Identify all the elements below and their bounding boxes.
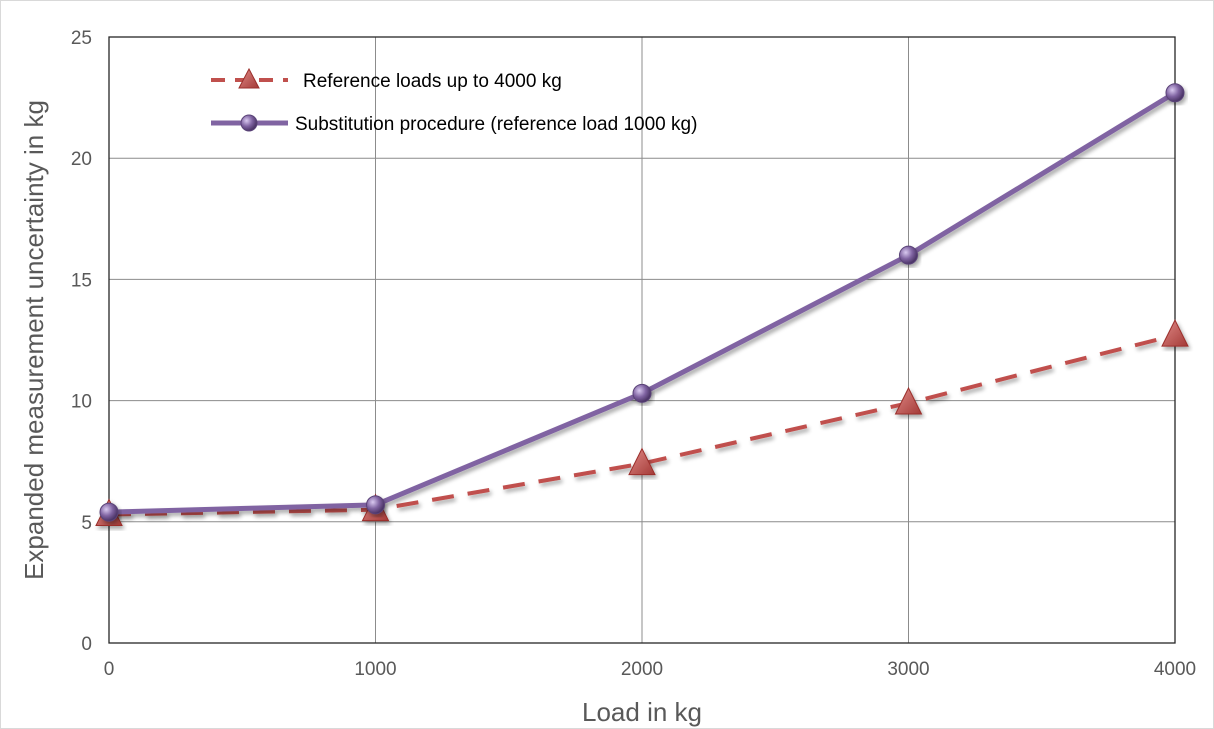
x-axis-ticks: 0 1000 2000 3000 4000 [104, 659, 1196, 680]
data-point-reference-loads [1161, 319, 1189, 347]
data-point-reference-loads [628, 447, 656, 476]
legend-marker-circle-icon [240, 114, 258, 132]
y-axis-title: Expanded measurement uncertainty in kg [19, 100, 49, 580]
legend-marker-triangle-icon [238, 67, 260, 89]
data-point-substitution-procedure [366, 495, 385, 515]
data-point-substitution-procedure [99, 502, 119, 522]
y-tick-label: 10 [71, 392, 92, 413]
series-substitution-procedure [99, 83, 1185, 522]
x-axis-title: Load in kg [582, 697, 702, 727]
y-tick-label: 15 [71, 270, 92, 291]
x-tick-label: 2000 [621, 659, 663, 680]
legend-label-substitution-procedure: Substitution procedure (reference load 1… [295, 114, 697, 135]
legend-item-substitution-procedure: Substitution procedure (reference load 1… [211, 114, 697, 135]
data-point-substitution-procedure [899, 245, 918, 265]
y-tick-label: 20 [71, 149, 92, 170]
x-tick-label: 0 [104, 659, 115, 680]
series-line-reference-loads [108, 333, 1176, 517]
legend-item-reference-loads: Reference loads up to 4000 kg [211, 67, 562, 92]
legend: Reference loads up to 4000 kg Substituti… [211, 67, 697, 135]
y-tick-label: 0 [81, 634, 92, 655]
y-tick-label: 25 [71, 28, 92, 49]
data-point-substitution-procedure [1165, 83, 1185, 103]
data-point-substitution-procedure [632, 383, 652, 403]
gridlines [109, 37, 1175, 643]
y-axis-ticks: 0 5 10 15 20 25 [71, 28, 92, 655]
legend-label-reference-loads: Reference loads up to 4000 kg [303, 71, 562, 92]
x-tick-label: 3000 [887, 659, 929, 680]
data-point-reference-loads [894, 386, 923, 415]
y-tick-label: 5 [81, 513, 92, 534]
series-layer [95, 83, 1189, 527]
x-tick-label: 4000 [1154, 659, 1196, 680]
x-tick-label: 1000 [354, 659, 396, 680]
